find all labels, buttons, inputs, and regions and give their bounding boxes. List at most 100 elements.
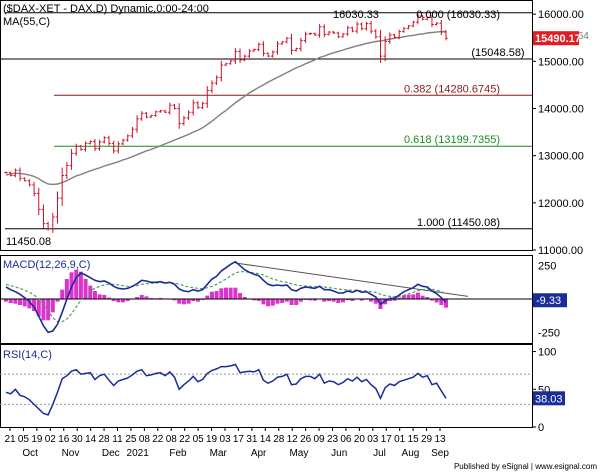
rsi-value-badge bbox=[533, 391, 565, 406]
rsi-value-label: 38.03 bbox=[535, 393, 563, 405]
histogram-bar bbox=[322, 299, 327, 302]
histogram-bar bbox=[4, 299, 8, 302]
rsi-tick-label: 0 bbox=[538, 422, 544, 434]
histogram-bar bbox=[97, 294, 102, 299]
price-bars bbox=[4, 13, 448, 233]
last-price-label: 15490.17 bbox=[535, 33, 581, 45]
price-tick-label: 11000.00 bbox=[538, 245, 583, 257]
day-label: 17 bbox=[233, 434, 245, 445]
fib-levels bbox=[0, 12, 532, 230]
price-tick-label: 14000.00 bbox=[538, 103, 584, 115]
histogram-bar bbox=[336, 299, 341, 303]
histogram-bar bbox=[181, 299, 186, 305]
histogram-bar bbox=[36, 299, 41, 317]
day-label: 08 bbox=[139, 434, 151, 445]
histogram-bar bbox=[444, 299, 448, 308]
day-label: 29 bbox=[421, 434, 433, 445]
histogram-bar bbox=[102, 295, 107, 299]
day-label: 09 bbox=[314, 434, 326, 445]
price-panel[interactable]: 16030.33 0.000 (16030.33) (15048.58) 0.382 … bbox=[0, 0, 589, 258]
annotation-label: 0.000 (16030.33) bbox=[416, 9, 500, 21]
histogram-bar bbox=[266, 299, 271, 307]
histogram-bar bbox=[88, 285, 93, 299]
macd-panel[interactable]: MACD(12,26,9,C) 250 -250 -9.33 bbox=[0, 255, 567, 344]
day-label: 01 bbox=[394, 434, 406, 445]
day-label: 25 bbox=[125, 434, 137, 445]
price-tick-label: 13000.00 bbox=[538, 151, 584, 163]
macd-title: MACD(12,26,9,C) bbox=[3, 259, 90, 271]
price-tick-label: 15000.00 bbox=[538, 56, 584, 68]
histogram-bar bbox=[289, 299, 294, 305]
rsi-line bbox=[5, 363, 447, 416]
macd-value-label: -9.33 bbox=[536, 295, 561, 307]
rsi-panel-border bbox=[0, 344, 533, 428]
day-label: 05 bbox=[193, 434, 205, 445]
histogram-bar bbox=[64, 279, 69, 299]
histogram-bar bbox=[439, 299, 444, 305]
histogram-bar bbox=[397, 297, 402, 299]
month-label: 2021 bbox=[127, 448, 150, 459]
annotation-label: 11450.08 bbox=[6, 236, 51, 248]
annotation-label: (15048.58) bbox=[471, 47, 524, 59]
publisher-credit: Published by eSignal | www.esignal.com bbox=[454, 462, 597, 471]
month-label: May bbox=[289, 448, 308, 459]
histogram-bar bbox=[369, 299, 374, 302]
histogram-bar bbox=[280, 299, 285, 303]
histogram-bar bbox=[144, 296, 149, 299]
day-label: 21 bbox=[4, 434, 16, 445]
histogram-bar bbox=[425, 297, 430, 299]
day-label: 16 bbox=[58, 434, 70, 445]
histogram-bar bbox=[195, 299, 200, 302]
histogram-bar bbox=[27, 299, 32, 309]
histogram-bar bbox=[177, 299, 182, 304]
month-label: Feb bbox=[169, 448, 187, 459]
rsi-tick-label: 100 bbox=[538, 347, 556, 359]
histogram-bar bbox=[22, 299, 27, 307]
month-label: Apr bbox=[251, 448, 267, 459]
day-label: 05 bbox=[18, 434, 30, 445]
histogram-bar bbox=[401, 295, 406, 299]
macd-value-badge bbox=[533, 293, 567, 308]
histogram-bar bbox=[415, 292, 420, 299]
day-label: 22 bbox=[179, 434, 191, 445]
annotation-label: 16030.33 bbox=[333, 9, 379, 21]
histogram-bar bbox=[8, 299, 13, 303]
histogram-bar bbox=[331, 299, 336, 302]
histogram-bar bbox=[78, 271, 83, 299]
histogram-bar bbox=[111, 299, 116, 301]
histogram-bar bbox=[429, 299, 434, 301]
histogram-bar bbox=[50, 299, 55, 313]
day-label: 23 bbox=[327, 434, 339, 445]
histogram-bar bbox=[341, 299, 346, 303]
histogram-bar bbox=[359, 299, 364, 301]
day-label: 15 bbox=[408, 434, 420, 445]
day-label: 03 bbox=[219, 434, 231, 445]
macd-line bbox=[5, 260, 447, 334]
macd-tick-label: 250 bbox=[538, 261, 556, 273]
macd-histogram bbox=[4, 269, 448, 321]
day-label: 28 bbox=[99, 434, 111, 445]
histogram-bar bbox=[345, 299, 350, 301]
day-label: 20 bbox=[354, 434, 366, 445]
histogram-bar bbox=[326, 299, 331, 301]
last-price-badge bbox=[533, 31, 579, 46]
histogram-bar bbox=[233, 287, 238, 299]
histogram-bar bbox=[392, 299, 397, 301]
day-label: 03 bbox=[367, 434, 379, 445]
price-axis: 16000.00 15000.00 14000.00 13000.00 12000.00… bbox=[532, 9, 589, 257]
annotation-label: 0.382 (14280.6745) bbox=[404, 83, 500, 95]
histogram-bar bbox=[135, 297, 140, 299]
histogram-bar bbox=[106, 297, 111, 299]
histogram-bar bbox=[158, 297, 163, 299]
rsi-reference-lines bbox=[0, 373, 532, 405]
price-annotations: 16030.33 0.000 (16030.33) (15048.58) 0.382 … bbox=[6, 9, 525, 248]
month-label: Aug bbox=[402, 448, 420, 459]
annotation-label: 0.618 (13199.7355) bbox=[404, 134, 500, 146]
histogram-bar bbox=[434, 299, 439, 303]
histogram-bar bbox=[238, 293, 243, 299]
macd-trendline bbox=[235, 262, 469, 297]
histogram-bar bbox=[228, 287, 233, 299]
histogram-bar bbox=[13, 299, 18, 304]
